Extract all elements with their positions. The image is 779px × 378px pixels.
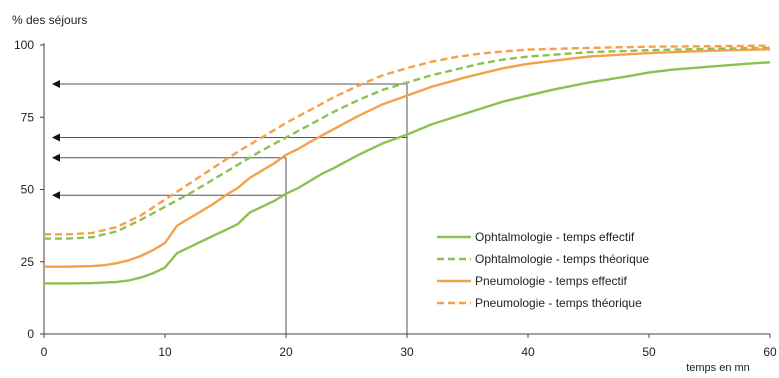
- y-tick-label: 0: [27, 327, 34, 341]
- x-tick-label: 40: [521, 345, 535, 359]
- legend: Ophtalmologie - temps effectif Ophtalmolo…: [437, 230, 649, 310]
- y-tick-label: 25: [21, 255, 35, 269]
- guide-arrowhead: [52, 133, 60, 142]
- y-tick-label: 100: [14, 38, 34, 52]
- guide-arrowhead: [52, 153, 60, 162]
- y-tick-label: 75: [21, 110, 35, 124]
- guide-arrowhead: [52, 80, 60, 89]
- x-tick-label: 0: [41, 345, 48, 359]
- y-axis-label: % des séjours: [12, 13, 87, 27]
- x-tick-label: 20: [279, 345, 293, 359]
- guide-arrowhead: [52, 191, 60, 200]
- series: [44, 44, 771, 285]
- x-tick-label: 10: [158, 345, 172, 359]
- x-axis-label: temps en mn: [686, 362, 750, 374]
- legend-label: Ophtalmologie - temps effectif: [475, 230, 635, 244]
- series-line-4: [44, 44, 771, 236]
- series-line-1: [44, 61, 771, 285]
- series-line-2: [44, 46, 771, 240]
- x-tick-label: 50: [642, 345, 656, 359]
- legend-label: Pneumologie - temps effectif: [475, 274, 628, 288]
- x-tick-label: 60: [763, 345, 777, 359]
- series-line-3: [44, 48, 771, 268]
- legend-label: Pneumologie - temps théorique: [475, 296, 642, 310]
- axes: 0 25 50 75 100 0 10 20 30 40 50 60: [14, 38, 777, 359]
- x-tick-label: 30: [400, 345, 414, 359]
- y-tick-label: 50: [21, 183, 35, 197]
- legend-label: Ophtalmologie - temps théorique: [475, 252, 649, 266]
